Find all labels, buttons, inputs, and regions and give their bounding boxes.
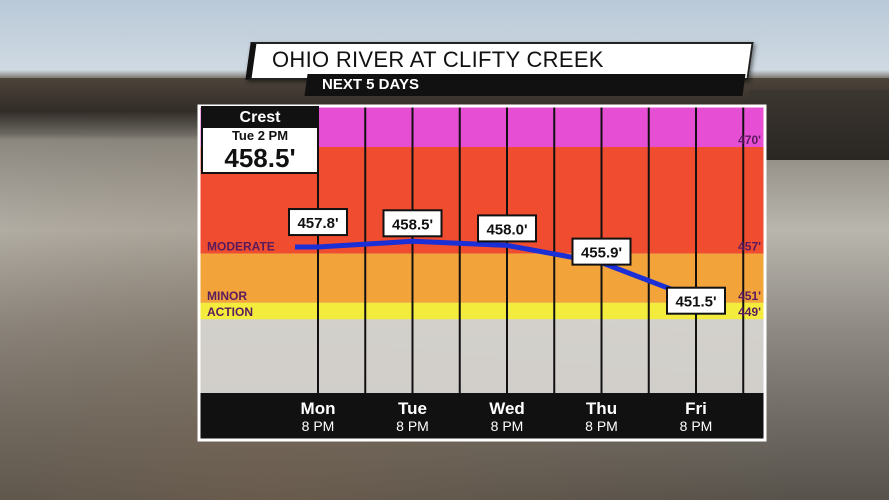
x-tick-day: Mon — [301, 399, 336, 418]
crest-time: Tue 2 PM — [231, 128, 289, 143]
crest-heading: Crest — [203, 108, 317, 128]
x-tick-time: 8 PM — [680, 418, 713, 434]
threshold-label: 457' — [738, 240, 761, 254]
x-tick-day: Fri — [685, 399, 707, 418]
data-point-box — [571, 237, 632, 266]
crest-box: Crest Tue 2 PM 458.5' — [201, 106, 319, 174]
stage-label-action: ACTION — [207, 305, 253, 319]
stage-band-action — [199, 302, 765, 320]
data-point-box — [382, 209, 443, 238]
x-tick-day: Thu — [586, 399, 617, 418]
x-tick-time: 8 PM — [585, 418, 618, 434]
threshold-label: 449' — [738, 305, 761, 319]
crest-value: 458.5' — [224, 143, 296, 173]
stage-label-moderate: MODERATE — [207, 240, 275, 254]
background-shore — [749, 90, 889, 160]
data-label: 451.5' — [675, 294, 716, 311]
plot-frame — [197, 104, 767, 442]
axis-footer — [199, 393, 765, 440]
data-label: 455.9' — [581, 245, 622, 262]
stage-label-minor: MINOR — [207, 289, 247, 303]
data-label: 458.5' — [392, 216, 433, 233]
threshold-label: 451' — [738, 289, 761, 303]
x-tick-day: Tue — [398, 399, 427, 418]
data-point-box — [666, 286, 726, 315]
chart-subtitle: NEXT 5 DAYS — [322, 76, 419, 93]
data-label: 458.0' — [486, 221, 527, 238]
data-point-box — [288, 208, 348, 237]
x-tick-day: Wed — [489, 399, 525, 418]
data-point-box — [477, 214, 537, 243]
data-label: 457.8' — [297, 215, 338, 232]
x-tick-time: 8 PM — [491, 418, 524, 434]
series-line — [295, 238, 697, 302]
threshold-label: 470' — [738, 133, 761, 147]
chart-title: OHIO RIVER AT CLIFTY CREEK — [272, 47, 604, 72]
x-tick-time: 8 PM — [302, 418, 335, 434]
x-tick-time: 8 PM — [396, 418, 429, 434]
